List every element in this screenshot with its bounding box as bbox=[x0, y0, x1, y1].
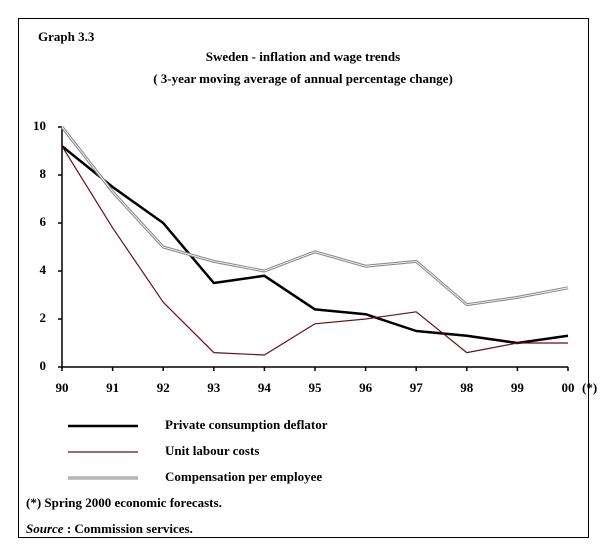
y-tick-label: 8 bbox=[40, 166, 47, 181]
frame bbox=[18, 18, 589, 538]
legend-label: Compensation per employee bbox=[165, 469, 322, 484]
graph-label: Graph 3.3 bbox=[38, 29, 95, 44]
x-tick-label: 92 bbox=[157, 380, 170, 395]
y-tick-label: 0 bbox=[40, 358, 47, 373]
series-line bbox=[61, 145, 568, 356]
footnote: (*) Spring 2000 economic forecasts. bbox=[26, 495, 222, 510]
legend-label: Private consumption deflator bbox=[165, 417, 328, 432]
y-tick-label: 2 bbox=[40, 310, 47, 325]
x-tick-label: 99 bbox=[511, 380, 525, 395]
source-text: : Commission services. bbox=[64, 521, 193, 536]
x-tick-label: 90 bbox=[56, 380, 69, 395]
x-tick-label: 97 bbox=[410, 380, 424, 395]
x-tick-label: 98 bbox=[460, 380, 474, 395]
x-note: (*) bbox=[582, 380, 597, 395]
x-tick-label: 96 bbox=[359, 380, 373, 395]
chart-title: Sweden - inflation and wage trends bbox=[206, 49, 400, 64]
line-highlight bbox=[61, 126, 569, 306]
chart-subtitle: ( 3-year moving average of annual percen… bbox=[153, 71, 453, 86]
y-tick-label: 4 bbox=[40, 262, 47, 277]
y-tick-label: 10 bbox=[33, 118, 46, 133]
y-tick-label: 6 bbox=[40, 214, 47, 229]
x-tick-label: 94 bbox=[258, 380, 272, 395]
x-tick-label: 00 bbox=[562, 380, 575, 395]
x-tick-label: 91 bbox=[106, 380, 119, 395]
source-label: Source bbox=[26, 521, 64, 536]
series-line bbox=[60, 126, 569, 307]
legend-label: Unit labour costs bbox=[165, 443, 259, 458]
series-line bbox=[61, 145, 569, 345]
source: Source : Commission services. bbox=[26, 521, 193, 536]
x-tick-label: 95 bbox=[309, 380, 323, 395]
x-tick-label: 93 bbox=[207, 380, 221, 395]
